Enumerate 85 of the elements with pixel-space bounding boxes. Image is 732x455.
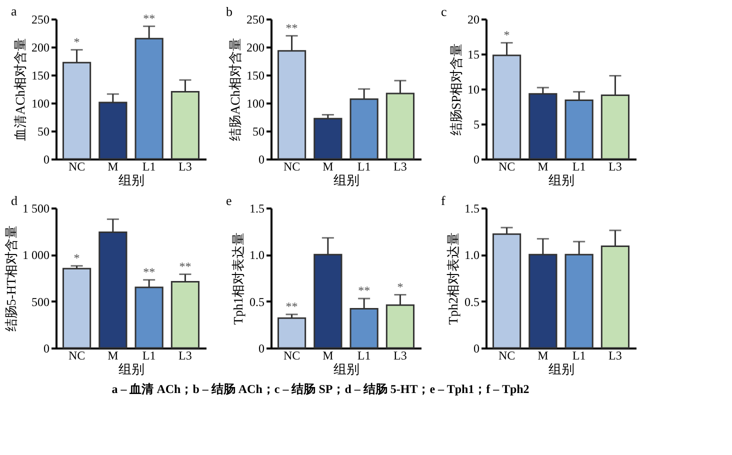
annotation: * — [74, 34, 80, 49]
text: a – 血清 ACh；b – 结肠 ACh；c – 结肠 SP；d – 结肠 5-HT；e – Tph1；f – Tph2 — [112, 382, 530, 396]
y-tick-label: 500 — [32, 294, 50, 309]
x-tick-label: L1 — [142, 160, 156, 174]
chart-title: e — [226, 193, 232, 208]
x-tick-label: NC — [68, 348, 86, 362]
bar — [277, 317, 306, 349]
y-tick-label: 50 — [252, 124, 264, 138]
y-tick-label: 50 — [38, 124, 50, 138]
y-tick-label: 1.5 — [250, 202, 264, 216]
bar — [62, 268, 92, 349]
annotation: ** — [143, 264, 156, 279]
x-axis-title: 组别 — [118, 362, 144, 376]
x-axis-title: 组别 — [334, 362, 360, 376]
y-tick-label: 0.5 — [464, 294, 480, 309]
x-tick-label: L3 — [394, 348, 407, 362]
x-tick-label: L1 — [572, 160, 586, 174]
annotation: * — [504, 28, 510, 42]
annotation: * — [397, 280, 404, 294]
x-axis-title: 组别 — [118, 172, 144, 188]
x-tick-label: NC — [498, 160, 516, 174]
y-tick-label: 200 — [32, 40, 50, 54]
x-tick-label: L3 — [608, 160, 622, 174]
y-tick-label: 1 000 — [22, 248, 50, 262]
y-axis-title: Tph2相对表达量 — [446, 232, 460, 325]
annotation: ** — [179, 259, 192, 274]
chart-title: d — [11, 193, 18, 208]
x-tick-label: L3 — [608, 348, 622, 362]
y-axis-title: 结肠5-HT相对含量 — [4, 225, 18, 332]
y-axis-title: Tph1相对表达量 — [230, 232, 246, 325]
chart-title: f — [441, 193, 446, 208]
x-axis-title: 组别 — [334, 172, 360, 188]
x-tick-label: M — [538, 160, 549, 174]
x-tick-label: L3 — [394, 160, 407, 174]
x-tick-label: M — [322, 160, 334, 174]
chart-title: b — [226, 4, 232, 19]
x-tick-label: M — [538, 348, 549, 362]
x-axis-title: 组别 — [548, 362, 574, 376]
y-tick-label: 0.5 — [250, 294, 264, 309]
y-tick-label: 1.5 — [464, 202, 480, 216]
y-tick-label: 15 — [468, 48, 480, 62]
y-tick-label: 100 — [32, 96, 50, 110]
bar — [314, 118, 342, 160]
y-tick-label: 0 — [258, 342, 264, 356]
chart-title: a — [11, 3, 17, 18]
x-tick-label: NC — [283, 348, 300, 362]
y-tick-label: 5 — [474, 118, 480, 132]
x-tick-label: M — [322, 348, 334, 362]
x-tick-label: M — [108, 160, 119, 174]
y-tick-label: 1 500 — [22, 202, 50, 216]
y-tick-label: 1.0 — [250, 248, 264, 262]
y-tick-label: 250 — [32, 12, 50, 26]
chart-title: c — [441, 4, 447, 19]
x-tick-label: L3 — [178, 160, 192, 174]
y-tick-label: 250 — [246, 12, 264, 26]
x-tick-label: L1 — [142, 348, 156, 362]
x-tick-label: L1 — [357, 348, 371, 362]
y-tick-label: 0 — [474, 342, 480, 356]
annotation: ** — [358, 284, 370, 298]
y-tick-label: 150 — [32, 68, 50, 82]
x-tick-label: NC — [283, 160, 300, 174]
y-tick-label: 200 — [246, 40, 264, 54]
annotation: ** — [143, 11, 156, 26]
x-tick-label: L3 — [178, 348, 192, 362]
x-tick-label: NC — [68, 160, 86, 174]
y-tick-label: 0 — [258, 152, 264, 166]
x-tick-label: L1 — [572, 348, 586, 362]
y-tick-label: 0 — [44, 152, 50, 166]
y-tick-label: 150 — [246, 68, 264, 82]
y-tick-label: 100 — [246, 96, 264, 110]
x-tick-label: NC — [498, 348, 516, 362]
y-axis-title: 结肠SP相对含量 — [448, 43, 464, 136]
y-tick-label: 1.0 — [464, 248, 480, 262]
y-tick-label: 20 — [468, 12, 480, 26]
y-axis-title: 结肠ACh相对含量 — [228, 38, 242, 141]
annotation: ** — [286, 20, 298, 35]
y-axis-title: 血清ACh相对含量 — [12, 38, 28, 141]
y-tick-label: 0 — [474, 152, 480, 166]
annotation: * — [74, 250, 80, 265]
x-tick-label: M — [108, 348, 119, 362]
x-axis-title: 组别 — [548, 172, 574, 188]
y-tick-label: 10 — [468, 82, 480, 96]
y-tick-label: 0 — [44, 342, 50, 356]
annotation: ** — [286, 299, 298, 314]
x-tick-label: L1 — [357, 160, 371, 174]
